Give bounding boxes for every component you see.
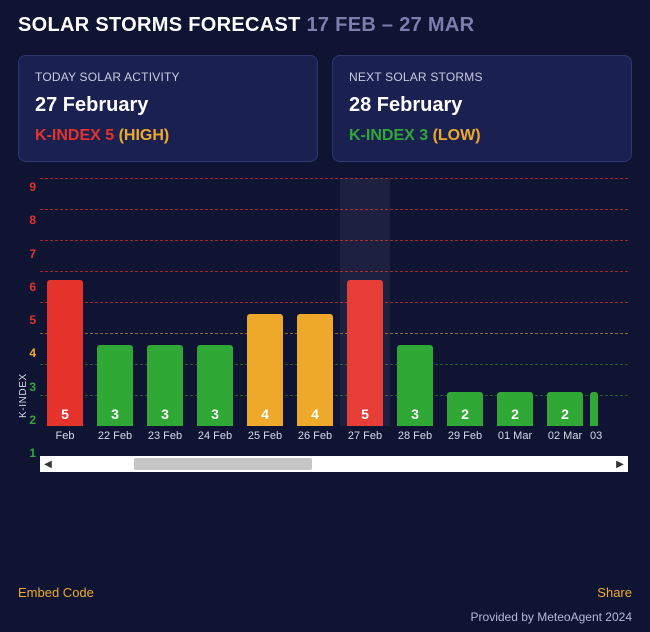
today-kline: K-INDEX 5 (HIGH) <box>35 127 301 145</box>
bar: 3 <box>97 345 133 426</box>
today-date: 27 February <box>35 94 301 117</box>
bar: 2 <box>447 392 483 426</box>
y-tick: 1 <box>12 446 36 460</box>
bar: 2 <box>497 392 533 426</box>
x-tick: 26 Feb <box>290 430 340 450</box>
x-axis-labels: Feb22 Feb23 Feb24 Feb25 Feb26 Feb27 Feb2… <box>40 430 628 450</box>
y-tick: 7 <box>12 247 36 261</box>
chart-bars: 53334453222 <box>40 178 628 426</box>
page-title: SOLAR STORMS FORECAST 17 FEB – 27 MAR <box>18 14 632 37</box>
bar-column[interactable]: 4 <box>290 178 340 426</box>
chart-scrollbar[interactable]: ◀ ▶ <box>40 456 628 472</box>
next-level: (LOW) <box>433 127 481 144</box>
highlight-column <box>340 178 390 426</box>
y-tick: 9 <box>12 180 36 194</box>
bar-column[interactable] <box>590 178 602 426</box>
kindex-chart: 987654321 53334453222 Feb22 Feb23 Feb24 … <box>18 178 632 488</box>
footer-links: Embed Code Share <box>18 585 632 600</box>
today-sub: TODAY SOLAR ACTIVITY <box>35 70 301 84</box>
scroll-track[interactable] <box>56 456 612 472</box>
bar-column[interactable]: 2 <box>540 178 590 426</box>
next-k-label: K-INDEX 3 <box>349 127 428 144</box>
bar: 4 <box>297 314 333 426</box>
next-card: NEXT SOLAR STORMS 28 February K-INDEX 3 … <box>332 55 632 162</box>
next-sub: NEXT SOLAR STORMS <box>349 70 615 84</box>
bar-column[interactable]: 2 <box>440 178 490 426</box>
x-tick: 23 Feb <box>140 430 190 450</box>
bar-column[interactable]: 3 <box>390 178 440 426</box>
today-k-label: K-INDEX 5 <box>35 127 114 144</box>
embed-link[interactable]: Embed Code <box>18 585 94 600</box>
bar-column[interactable]: 4 <box>240 178 290 426</box>
x-tick: 03 <box>590 430 602 450</box>
y-axis-title: K-INDEX <box>18 373 29 418</box>
x-tick: Feb <box>40 430 90 450</box>
bar: 3 <box>397 345 433 426</box>
x-tick: 02 Mar <box>540 430 590 450</box>
bar: 3 <box>147 345 183 426</box>
next-kline: K-INDEX 3 (LOW) <box>349 127 615 145</box>
bar-column[interactable]: 2 <box>490 178 540 426</box>
x-tick: 24 Feb <box>190 430 240 450</box>
next-date: 28 February <box>349 94 615 117</box>
y-tick: 4 <box>12 346 36 360</box>
bar: 5 <box>47 280 83 426</box>
bar-column[interactable]: 5 <box>40 178 90 426</box>
today-card: TODAY SOLAR ACTIVITY 27 February K-INDEX… <box>18 55 318 162</box>
scroll-thumb[interactable] <box>134 458 312 470</box>
title-main: SOLAR STORMS FORECAST <box>18 14 301 36</box>
share-link[interactable]: Share <box>597 585 632 600</box>
x-tick: 28 Feb <box>390 430 440 450</box>
bar-column[interactable]: 3 <box>90 178 140 426</box>
bar <box>590 392 598 426</box>
y-tick: 8 <box>12 213 36 227</box>
bar: 3 <box>197 345 233 426</box>
x-tick: 25 Feb <box>240 430 290 450</box>
bar: 2 <box>547 392 583 426</box>
bar-column[interactable]: 3 <box>190 178 240 426</box>
y-axis-ticks: 987654321 <box>12 178 36 488</box>
provider-label: Provided by MeteoAgent 2024 <box>471 610 632 624</box>
bar: 4 <box>247 314 283 426</box>
x-tick: 29 Feb <box>440 430 490 450</box>
y-tick: 5 <box>12 313 36 327</box>
today-level: (HIGH) <box>119 127 170 144</box>
bar-column[interactable]: 3 <box>140 178 190 426</box>
summary-cards: TODAY SOLAR ACTIVITY 27 February K-INDEX… <box>18 55 632 162</box>
scroll-left-button[interactable]: ◀ <box>40 456 56 472</box>
x-tick: 22 Feb <box>90 430 140 450</box>
title-range: 17 FEB – 27 MAR <box>306 14 474 36</box>
x-tick: 27 Feb <box>340 430 390 450</box>
scroll-right-button[interactable]: ▶ <box>612 456 628 472</box>
y-tick: 6 <box>12 280 36 294</box>
x-tick: 01 Mar <box>490 430 540 450</box>
